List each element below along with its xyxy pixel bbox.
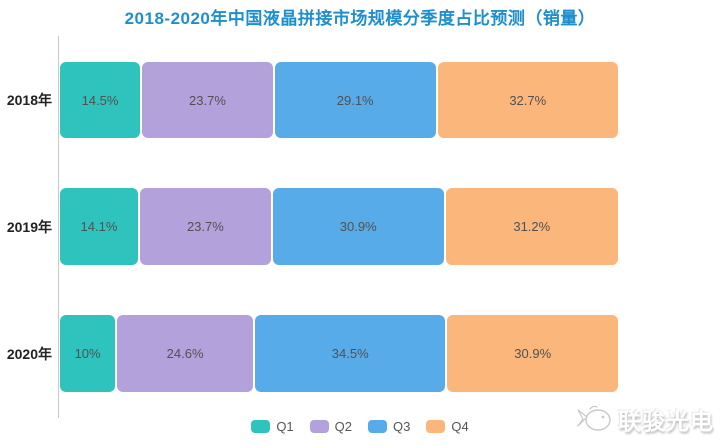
chart-title: 2018-2020年中国液晶拼接市场规模分季度占比预测（销量） (124, 9, 596, 28)
legend-item-q4: Q4 (426, 419, 469, 434)
legend-item-q2: Q2 (309, 419, 352, 434)
bar-row: 2020年 10% 24.6% 34.5% 30.9% (0, 315, 720, 392)
bar-track: 14.1% 23.7% 30.9% 31.2% (60, 188, 618, 265)
legend-label: Q3 (393, 419, 411, 434)
category-label: 2020年 (6, 345, 52, 362)
bar-segment-label: 23.7% (189, 92, 226, 108)
bar-segment-q2: 23.7% (142, 62, 273, 138)
bar-segment-label: 24.6% (166, 346, 204, 361)
bar-segment-q4: 31.2% (445, 188, 618, 265)
bar-segment-label: 30.9% (514, 346, 552, 361)
bar-segment-q2: 24.6% (117, 315, 253, 392)
legend-swatch (368, 420, 387, 433)
legend-swatch (426, 420, 446, 433)
bar-segment-q1: 10% (60, 315, 116, 392)
bar-row: 2018年 14.5% 23.7% 29.1% 32.7% (0, 62, 720, 138)
bar-segment-label: 34.5% (331, 346, 369, 361)
bar-track: 10% 24.6% 34.5% 30.9% (60, 315, 618, 392)
legend: Q1 Q2 Q3 Q4 (0, 419, 720, 434)
bar-segment-q3: 29.1% (274, 62, 436, 138)
category-label: 2018年 (6, 92, 52, 108)
watermark: 联骏光电 (576, 402, 714, 436)
bar-segment-label: 30.9% (339, 219, 377, 234)
legend-label: Q4 (451, 419, 469, 434)
legend-swatch (309, 420, 329, 433)
bar-segment-label: 32.7% (509, 92, 547, 108)
category-label: 2019年 (6, 218, 52, 235)
fish-logo-icon (577, 405, 611, 431)
legend-swatch (251, 420, 271, 433)
bar-track: 14.5% 23.7% 29.1% 32.7% (60, 62, 618, 138)
bar-segment-label: 29.1% (336, 92, 374, 108)
bar-segment-q1: 14.1% (60, 188, 138, 265)
bar-segment-q3: 30.9% (272, 188, 444, 265)
legend-item-q3: Q3 (368, 419, 410, 434)
bar-segment-q1: 14.5% (60, 62, 141, 138)
bar-segment-q3: 34.5% (255, 315, 446, 392)
legend-label: Q1 (276, 419, 294, 434)
bar-segment-q4: 30.9% (447, 315, 618, 392)
bar-row: 2019年 14.1% 23.7% 30.9% 31.2% (0, 188, 720, 265)
y-axis-line (58, 36, 59, 418)
bar-segment-label: 31.2% (513, 219, 551, 234)
legend-item-q1: Q1 (251, 419, 294, 434)
watermark-text: 联骏光电 (618, 408, 714, 434)
bar-segment-q4: 32.7% (437, 62, 618, 138)
bar-segment-label: 14.1% (80, 219, 118, 234)
bar-segment-label: 10% (74, 346, 101, 361)
legend-label: Q2 (334, 419, 352, 434)
bar-segment-label: 23.7% (186, 219, 224, 234)
bar-segment-q2: 23.7% (139, 188, 271, 265)
bar-segment-label: 14.5% (81, 92, 119, 108)
